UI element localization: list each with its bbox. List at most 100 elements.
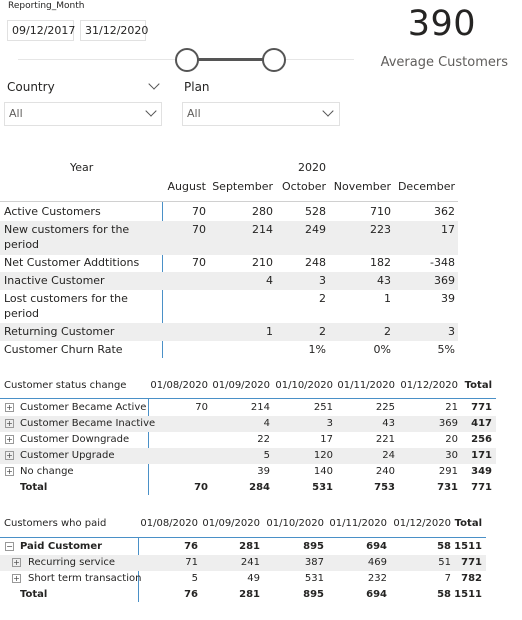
returning-customer-october: 2: [319, 325, 326, 338]
churn-rate-october: 1%: [308, 343, 326, 356]
status-total-cell: 417: [471, 418, 492, 429]
status-cell: 24: [382, 450, 395, 461]
paid-col-header-nov[interactable]: 01/11/2020: [329, 518, 387, 529]
plan-dropdown-value: All: [187, 107, 201, 120]
column-header-september[interactable]: September: [212, 180, 273, 193]
status-row-upgrade: Customer Upgrade: [20, 450, 115, 461]
returning-customer-november: 2: [384, 325, 391, 338]
paid-cell: 281: [239, 541, 260, 552]
paid-total-label: Total: [20, 589, 48, 600]
expand-icon[interactable]: +: [5, 451, 14, 460]
row-label-lost-customers: Lost customers for the: [4, 292, 128, 305]
country-dropdown[interactable]: All: [4, 102, 162, 126]
paid-cell: 531: [304, 573, 324, 584]
status-cell: 240: [375, 466, 395, 477]
net-additions-august: 70: [192, 256, 206, 269]
slicer-title: Reporting_Month: [8, 1, 85, 11]
paid-total-cell: 782: [461, 573, 482, 584]
status-col-header-sep[interactable]: 01/09/2020: [212, 380, 270, 391]
status-col-header-oct[interactable]: 01/10/2020: [275, 380, 333, 391]
paid-col-header-aug[interactable]: 01/08/2020: [140, 518, 198, 529]
column-header-august[interactable]: August: [167, 180, 207, 193]
status-cell: 43: [382, 418, 395, 429]
expand-icon[interactable]: +: [12, 574, 21, 583]
row-band: [0, 221, 458, 255]
plan-slicer-title: Plan: [184, 80, 210, 94]
new-customers-august: 70: [192, 223, 206, 236]
row-band: [0, 272, 458, 290]
paid-col-header-total[interactable]: Total: [454, 518, 482, 529]
status-total-cell: 731: [437, 482, 458, 493]
lost-customers-december: 39: [441, 292, 455, 305]
status-cell: 17: [320, 434, 333, 445]
status-grand-total-cell: 771: [471, 482, 492, 493]
status-total-cell: 753: [374, 482, 395, 493]
expand-icon[interactable]: +: [5, 467, 14, 476]
inactive-customer-october: 3: [319, 274, 326, 287]
status-row-became-inactive: Customer Became Inactive: [20, 418, 156, 429]
row-label-churn-rate: Customer Churn Rate: [4, 343, 123, 356]
paid-col-header-sep[interactable]: 01/09/2020: [202, 518, 260, 529]
status-col-header-dec[interactable]: 01/12/2020: [400, 380, 458, 391]
new-customers-september: 214: [252, 223, 273, 236]
status-col-header-nov[interactable]: 01/11/2020: [337, 380, 395, 391]
paid-row-header: Customers who paid: [4, 518, 107, 529]
plan-dropdown[interactable]: All: [182, 102, 340, 126]
status-col-header-aug[interactable]: 01/08/2020: [150, 380, 208, 391]
status-cell: 214: [250, 402, 270, 413]
row-band: [0, 448, 496, 464]
expand-icon[interactable]: +: [5, 435, 14, 444]
paid-total-cell: 58: [437, 589, 451, 600]
inactive-customer-november: 43: [377, 274, 391, 287]
expand-icon[interactable]: +: [5, 419, 14, 428]
column-header-november[interactable]: November: [333, 180, 391, 193]
paid-total-cell: 76: [184, 589, 198, 600]
active-customers-november: 710: [370, 205, 391, 218]
paid-cell: 5: [191, 573, 198, 584]
expand-icon[interactable]: +: [12, 558, 21, 567]
status-cell: 369: [438, 418, 458, 429]
active-customers-september: 280: [252, 205, 273, 218]
collapse-icon[interactable]: −: [5, 542, 14, 551]
status-row-became-active: Customer Became Active: [20, 402, 147, 413]
status-col-header-total[interactable]: Total: [464, 380, 492, 391]
paid-cell: 469: [367, 557, 387, 568]
slider-start-handle[interactable]: [175, 48, 199, 72]
expand-icon[interactable]: +: [5, 403, 14, 412]
status-row-downgrade: Customer Downgrade: [20, 434, 130, 445]
slider-end-handle[interactable]: [262, 48, 286, 72]
paid-cell: 895: [303, 541, 324, 552]
net-additions-december: -348: [430, 256, 455, 269]
inactive-customer-december: 369: [434, 274, 455, 287]
short-term-row-label: Short term transaction: [28, 573, 142, 584]
status-cell: 21: [445, 402, 458, 413]
matrix2-header-divider: [0, 398, 496, 399]
column-header-december[interactable]: December: [397, 180, 455, 193]
row-band: [0, 555, 486, 571]
active-customers-august: 70: [192, 205, 206, 218]
paid-cell: 232: [367, 573, 387, 584]
paid-cell: 51: [438, 557, 451, 568]
paid-col-header-oct[interactable]: 01/10/2020: [266, 518, 324, 529]
row-band: [0, 416, 496, 432]
average-customers-value: 390: [407, 4, 476, 44]
country-collapse-chevron-icon[interactable]: [148, 78, 160, 90]
status-cell: 39: [257, 466, 270, 477]
paid-col-header-dec[interactable]: 01/12/2020: [393, 518, 451, 529]
status-total-label: Total: [20, 482, 48, 493]
year-value-header: 2020: [298, 161, 326, 174]
slider-selected-range: [186, 58, 274, 61]
end-date-input[interactable]: 31/12/2020: [80, 20, 148, 41]
start-date-input[interactable]: 09/12/2017: [7, 20, 75, 41]
net-additions-october: 248: [305, 256, 326, 269]
paid-cell: 71: [185, 557, 198, 568]
row-band: [0, 323, 458, 341]
new-customers-october: 249: [305, 223, 326, 236]
paid-cell: 7: [444, 573, 451, 584]
status-cell: 251: [313, 402, 333, 413]
inactive-customer-september: 4: [266, 274, 273, 287]
status-cell: 22: [257, 434, 270, 445]
column-header-october[interactable]: October: [281, 180, 326, 193]
row-label-returning-customer: Returning Customer: [4, 325, 115, 338]
row-label-active-customers: Active Customers: [4, 205, 101, 218]
